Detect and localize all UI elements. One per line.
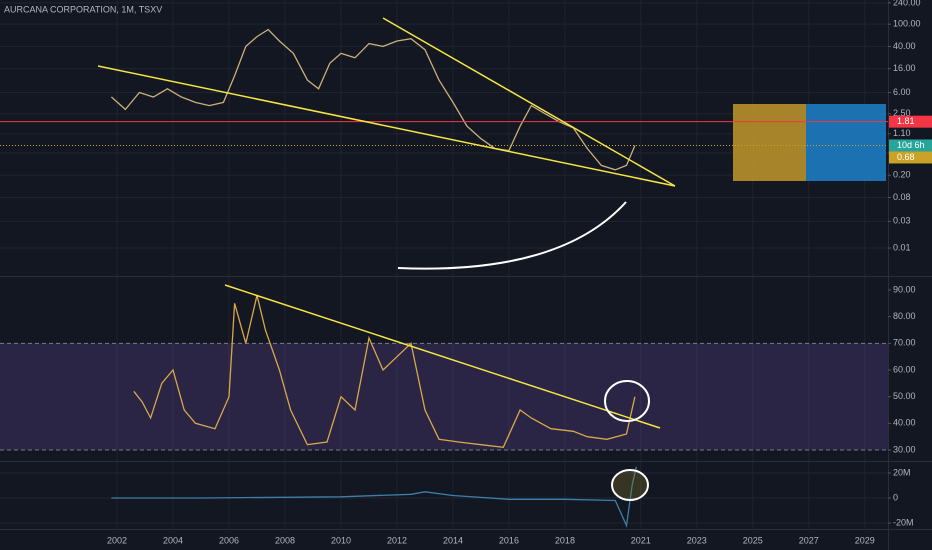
series-line <box>110 28 636 171</box>
x-tick-label: 2014 <box>443 535 463 545</box>
y-tick-label: 60.00 <box>893 364 916 374</box>
price-tag <box>889 115 932 128</box>
y-tick-label: 0.20 <box>893 170 911 180</box>
y-tick-label: 2.50 <box>893 108 911 118</box>
target-zone <box>806 104 886 181</box>
y-tick-label: 20M <box>893 467 911 477</box>
x-tick-label: 2029 <box>855 535 875 545</box>
y-tick-label: 0.03 <box>893 216 911 226</box>
y-tick-label: 0.01 <box>893 242 911 252</box>
y-tick-label: 0 <box>893 492 898 502</box>
x-tick-label: 2008 <box>275 535 295 545</box>
last-price-label: 0.68 <box>897 152 915 162</box>
x-tick-label: 2027 <box>799 535 819 545</box>
y-tick-label: 1.10 <box>893 128 911 138</box>
target-zone <box>733 104 806 181</box>
countdown-tag <box>889 139 932 152</box>
chart-title: AURCANA CORPORATION, 1M, TSXV <box>4 4 162 14</box>
y-tick-label: 240.00 <box>893 0 921 7</box>
rsi-band <box>0 343 888 450</box>
x-tick-label: 2002 <box>107 535 127 545</box>
trendline <box>97 65 676 187</box>
price-tag-label: 1.81 <box>897 116 915 126</box>
x-tick-label: 2025 <box>743 535 763 545</box>
last-price-tag <box>889 151 932 164</box>
x-tick-label: 2012 <box>387 535 407 545</box>
curve <box>397 201 627 270</box>
y-tick-label: 0.08 <box>893 192 911 202</box>
highlight-circle <box>611 469 649 501</box>
series-line <box>111 466 637 528</box>
highlight-circle <box>604 380 650 422</box>
x-tick-label: 2004 <box>163 535 183 545</box>
countdown: 10d 6h <box>897 140 925 150</box>
x-tick-label: 2016 <box>499 535 519 545</box>
x-tick-label: 2006 <box>219 535 239 545</box>
y-tick-label: 16.00 <box>893 63 916 73</box>
x-tick-label: 2018 <box>555 535 575 545</box>
x-tick-label: 2023 <box>687 535 707 545</box>
y-tick-label: 100.00 <box>893 19 921 29</box>
series-line <box>133 295 636 449</box>
y-tick-label: 40.00 <box>893 41 916 51</box>
y-tick-label: 80.00 <box>893 311 916 321</box>
y-tick-label: 50.00 <box>893 391 916 401</box>
trendline <box>224 284 661 429</box>
y-tick-label: 6.00 <box>893 87 911 97</box>
y-tick-label: 90.00 <box>893 284 916 294</box>
x-tick-label: 2010 <box>331 535 351 545</box>
y-tick-label: 30.00 <box>893 444 916 454</box>
trendline <box>382 17 676 187</box>
y-tick-label: 40.00 <box>893 418 916 428</box>
marks <box>0 28 888 528</box>
y-tick-label: -20M <box>893 517 914 527</box>
y-tick-label: 70.00 <box>893 338 916 348</box>
x-tick-label: 2021 <box>631 535 651 545</box>
